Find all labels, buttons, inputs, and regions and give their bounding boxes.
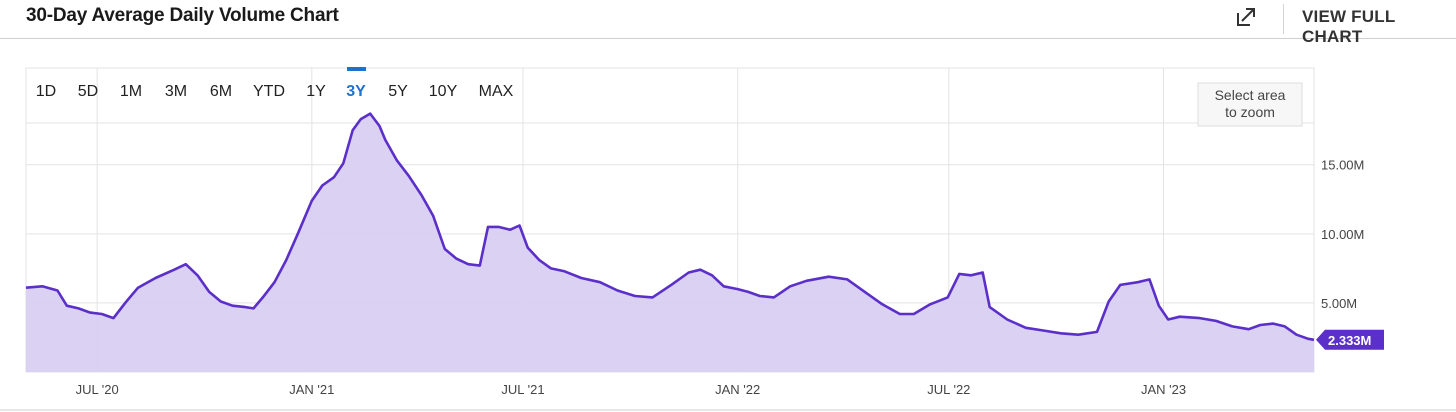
x-tick-label: JAN '21 <box>289 382 334 397</box>
volume-area <box>26 113 1314 372</box>
view-full-chart-button[interactable]: VIEW FULL CHART <box>1302 7 1396 46</box>
range-button-3m[interactable]: 3M <box>165 83 187 100</box>
last-value-badge <box>1316 329 1384 350</box>
x-tick-label: JAN '22 <box>715 382 760 397</box>
range-button-5d[interactable]: 5D <box>78 83 98 100</box>
range-button-5y[interactable]: 5Y <box>388 83 408 100</box>
page-title: 30-Day Average Daily Volume Chart <box>26 5 339 26</box>
x-tick-label: JAN '23 <box>1141 382 1186 397</box>
zoom-hint-text: to zoom <box>1225 104 1275 120</box>
active-range-indicator <box>347 67 366 71</box>
chart-header: 30-Day Average Daily Volume Chart VIEW F… <box>0 0 1456 46</box>
volume-line <box>25 112 1315 342</box>
range-button-1d[interactable]: 1D <box>36 83 56 100</box>
range-button-6m[interactable]: 6M <box>210 83 232 100</box>
range-button-1m[interactable]: 1M <box>120 83 142 100</box>
x-tick-label: JUL '22 <box>927 382 970 397</box>
zoom-hint-box <box>1197 82 1303 127</box>
y-tick-label: 10.00M <box>1321 227 1364 242</box>
volume-chart[interactable]: 5.00M 10.00M 15.00M JUL '20 JAN '21 JUL '21 JA… <box>0 40 1456 412</box>
external-link-icon[interactable] <box>1232 4 1258 30</box>
range-button-max[interactable]: MAX <box>479 83 514 100</box>
range-button-ytd[interactable]: YTD <box>253 83 285 100</box>
y-tick-label: 15.00M <box>1321 158 1364 173</box>
range-button-1y[interactable]: 1Y <box>306 83 326 100</box>
y-tick-label: 5.00M <box>1321 296 1357 311</box>
last-value-label: 2.333M <box>1328 333 1371 348</box>
range-button-3y[interactable]: 3Y <box>346 83 366 100</box>
x-tick-label: JUL '21 <box>501 382 544 397</box>
range-button-10y[interactable]: 10Y <box>429 83 458 100</box>
header-divider <box>1283 4 1284 34</box>
x-tick-label: JUL '20 <box>76 382 119 397</box>
zoom-hint-text: Select area <box>1215 87 1286 103</box>
